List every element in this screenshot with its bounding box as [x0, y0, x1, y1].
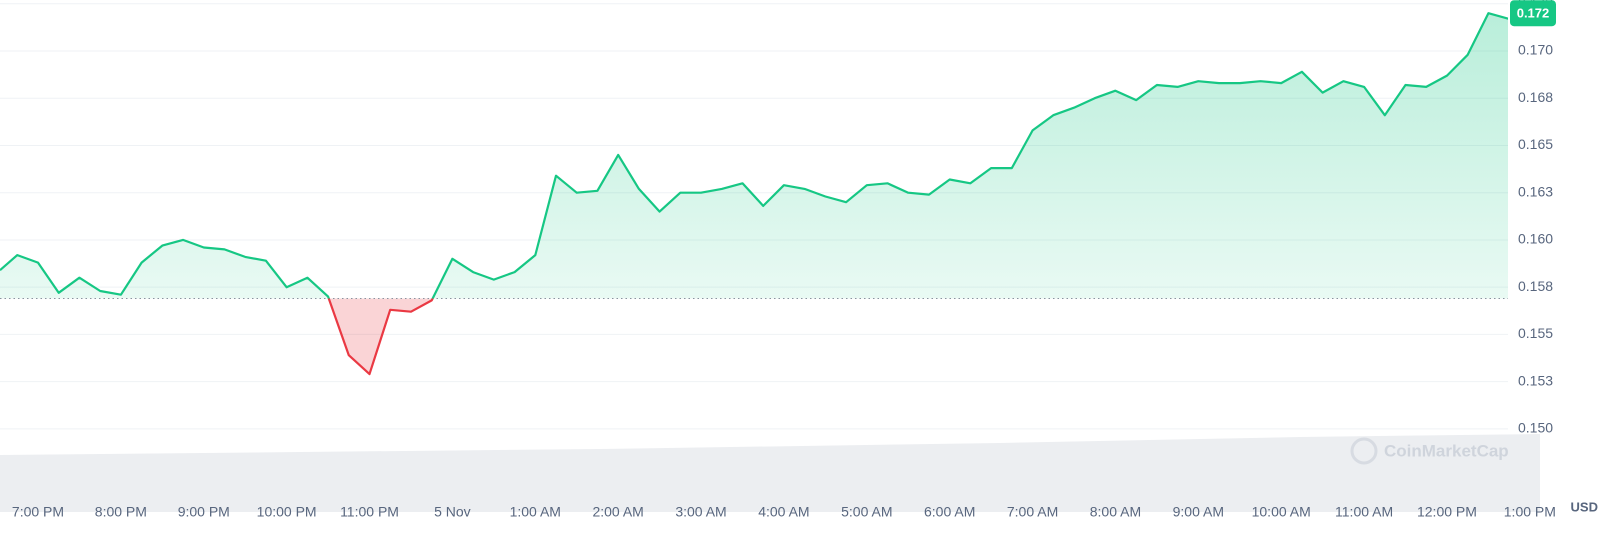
watermark-text: CoinMarketCap: [1384, 441, 1509, 460]
x-tick-label: 12:00 PM: [1417, 504, 1477, 520]
x-tick-label: 1:00 PM: [1504, 504, 1556, 520]
watermark: CoinMarketCap: [1350, 437, 1509, 465]
price-line: [0, 12, 1508, 299]
y-tick-label: 0.155: [1518, 325, 1553, 341]
y-tick-label: 0.153: [1518, 372, 1553, 388]
y-tick-label: 0.168: [1518, 89, 1553, 105]
x-tick-label: 10:00 PM: [257, 504, 317, 520]
x-tick-label: 6:00 AM: [924, 504, 975, 520]
area-up: [0, 13, 1508, 299]
x-tick-label: 8:00 AM: [1090, 504, 1141, 520]
price-tag: [1510, 0, 1556, 27]
x-tick-label: 11:00 AM: [1335, 504, 1393, 520]
y-tick-label: 0.163: [1518, 183, 1553, 199]
x-tick-label: 4:00 AM: [758, 504, 809, 520]
x-tick-label: 11:00 PM: [340, 504, 399, 520]
x-tick-label: 7:00 AM: [1007, 504, 1058, 520]
watermark-logo: [1350, 437, 1378, 465]
x-tick-label: 1:00 AM: [510, 504, 561, 520]
x-tick-label: 7:00 PM: [12, 504, 64, 520]
x-tick-label: 3:00 AM: [675, 504, 726, 520]
x-tick-label: 5:00 AM: [841, 504, 892, 520]
x-tick-label: 2:00 AM: [592, 504, 643, 520]
y-tick-label: 0.165: [1518, 136, 1553, 152]
volume-area: [0, 434, 1540, 512]
x-tick-label: 10:00 AM: [1252, 504, 1311, 520]
y-tick-label: 0.160: [1518, 231, 1553, 247]
x-tick-label: 9:00 PM: [178, 504, 230, 520]
x-tick-label: 9:00 AM: [1173, 504, 1224, 520]
price-tag-label: 0.172: [1517, 6, 1550, 21]
y-tick-label: 0.158: [1518, 278, 1553, 294]
y-tick-label: 0.170: [1518, 42, 1553, 58]
x-tick-label: 5 Nov: [434, 504, 471, 520]
x-tick-label: 8:00 PM: [95, 504, 147, 520]
y-tick-label: 0.150: [1518, 420, 1553, 436]
currency-label: USD: [1571, 499, 1598, 514]
